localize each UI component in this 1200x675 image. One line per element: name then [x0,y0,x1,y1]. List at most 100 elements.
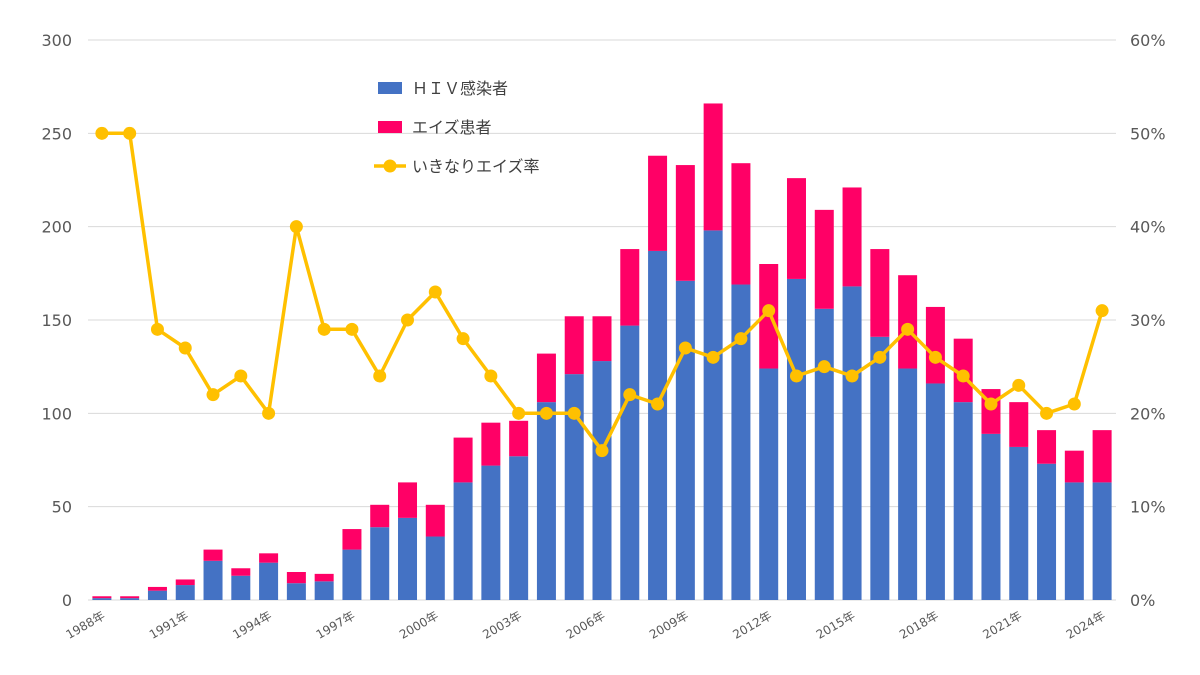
aids-bar [814,209,834,309]
hiv-bar [1092,482,1112,600]
hiv-bars [92,230,1112,600]
right-tick-label: 10% [1130,498,1166,517]
aids-bar [342,529,362,550]
rate-point [262,406,276,420]
hiv-bar [92,598,112,600]
legend-hiv-swatch [378,82,402,94]
rate-point [1067,397,1081,411]
left-tick-label: 100 [41,404,72,423]
rate-point [123,126,137,140]
aids-bar [509,420,529,457]
aids-bar [147,586,167,591]
hiv-bar [731,284,751,600]
hiv-bar [203,560,223,600]
aids-bar [453,437,473,483]
left-tick-label: 0 [62,591,72,610]
hiv-bar [814,308,834,600]
x-tick-label: 2021年 [980,608,1024,641]
left-tick-label: 150 [41,311,72,330]
left-axis-ticks: 0 50 100 150 200 250 300 [41,31,72,610]
aids-bar [370,504,390,528]
aids-bar [425,504,445,537]
legend-label: いきなりエイズ率 [412,157,540,176]
right-tick-label: 50% [1130,124,1166,143]
hiv-bar [786,278,806,600]
rate-point [456,332,470,346]
aids-bar [1092,430,1112,483]
hiv-bar [842,286,862,600]
right-axis-ticks: 0% 10% 20% 30% 40% 50% 60% [1130,31,1166,610]
aids-bar [592,316,612,362]
rate-point [401,313,415,327]
hiv-bar [620,325,640,600]
rate-point [373,369,387,383]
rate-point [1095,304,1109,318]
hiv-bar [175,585,195,600]
rate-point [206,388,220,402]
aids-bar [1009,402,1029,447]
hiv-bar [314,581,334,600]
aids-bar [175,579,195,586]
rate-line-series [95,126,1109,458]
aids-bar [120,596,140,599]
aids-bar [481,422,501,466]
aids-bar [1037,430,1057,464]
hiv-bar [286,583,306,600]
hiv-bar [536,402,556,600]
rate-point [678,341,692,355]
rate-point [150,322,164,336]
x-tick-label: 2009年 [647,608,691,641]
rate-point [928,350,942,364]
rate-point [651,397,665,411]
aids-bars [92,103,1112,599]
rate-point [317,322,331,336]
aids-bar [203,549,223,561]
right-tick-label: 40% [1130,218,1166,237]
hiv-bar [509,456,529,600]
aids-bar [92,596,112,599]
hiv-bar [398,517,418,600]
aids-bar [675,165,695,281]
hiv-bar [370,527,390,600]
x-tick-label: 2018年 [897,608,941,641]
hiv-bar [120,598,140,600]
rate-point [984,397,998,411]
x-tick-label: 2000年 [397,608,441,641]
rate-point [567,406,581,420]
rate-point [1040,406,1054,420]
right-tick-label: 30% [1130,311,1166,330]
aids-bar [870,249,890,337]
hiv-bar [1037,463,1057,600]
hiv-bar [675,280,695,600]
x-tick-label: 2012年 [730,608,774,641]
aids-bar [314,573,334,582]
hiv-bar [953,402,973,600]
x-tick-label: 1988年 [64,608,108,641]
hiv-bar [1009,446,1029,600]
legend-label: エイズ患者 [412,118,492,137]
rate-point [734,332,748,346]
aids-bar [286,572,306,584]
aids-bar [259,553,279,563]
hiv-bar [147,590,167,600]
rate-point [345,322,359,336]
hiv-bar [981,433,1001,600]
right-tick-label: 20% [1130,404,1166,423]
hiv-bar [259,562,279,600]
rate-point [512,406,526,420]
aids-bar [786,178,806,279]
rate-point [595,444,609,458]
legend-label: ＨＩＶ感染者 [412,79,508,98]
x-tick-label: 2006年 [564,608,608,641]
aids-bar [731,163,751,285]
aids-bar [703,103,723,231]
rate-point [484,369,498,383]
hiv-bar [870,336,890,600]
left-tick-label: 200 [41,218,72,237]
left-tick-label: 50 [52,498,72,517]
x-tick-label: 1997年 [314,608,358,641]
hiv-bar [759,368,779,600]
rate-point [762,304,776,318]
hiv-bar [425,536,445,600]
rate-point [623,388,637,402]
